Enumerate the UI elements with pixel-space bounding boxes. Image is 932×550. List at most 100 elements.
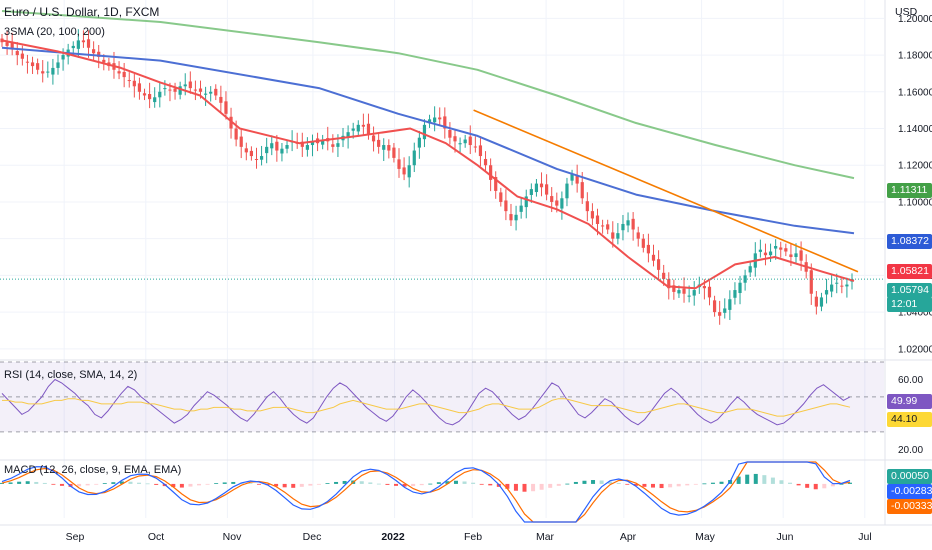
candle-body	[5, 42, 9, 46]
macd-histogram-bar	[128, 481, 133, 484]
macd-histogram-bar	[179, 483, 184, 488]
candle-body	[494, 176, 498, 191]
candle-body	[310, 141, 315, 146]
macd-histogram-bar	[702, 483, 707, 485]
candle-body	[499, 192, 503, 202]
trendline	[473, 109, 859, 273]
candle-body	[265, 146, 269, 154]
candle-body	[97, 51, 101, 57]
candle-body	[560, 198, 564, 209]
candle-body	[71, 45, 75, 49]
macd-histogram-bar	[214, 483, 219, 484]
candle-body	[809, 270, 813, 294]
candle-body	[244, 148, 248, 153]
macd-histogram-bar	[334, 481, 339, 484]
sma100-line	[1, 46, 855, 235]
candle-body	[514, 214, 518, 221]
macd-histogram-bar	[188, 483, 193, 487]
candle-body	[270, 143, 274, 149]
candle-body	[636, 232, 640, 239]
macd-histogram-bar	[813, 483, 818, 490]
price-tick-label: 1.04000	[898, 308, 932, 319]
candle-body	[473, 146, 477, 148]
candle-body	[794, 253, 798, 258]
candle-body	[835, 282, 839, 284]
candle-body	[768, 251, 773, 256]
candle-body	[422, 124, 427, 140]
candle-body	[219, 96, 223, 103]
macd-histogram-bar	[308, 483, 313, 486]
price-tick-label: 1.14000	[898, 124, 932, 135]
macd-histogram-bar	[565, 483, 570, 485]
candle-body	[606, 224, 610, 230]
macd-histogram-bar	[248, 483, 253, 484]
time-tick-label: Nov	[223, 531, 242, 543]
macd-histogram-bar	[625, 483, 630, 485]
candle-body	[580, 182, 584, 199]
signal-value-tag: -0.00333	[887, 499, 932, 514]
macd-histogram-bar	[659, 483, 664, 489]
candle-body	[631, 218, 635, 230]
candle-body	[41, 71, 45, 74]
macd-histogram-bar	[428, 483, 433, 485]
candle-body	[92, 49, 96, 54]
macd-histogram-bar	[710, 482, 715, 484]
macd-histogram-bar	[256, 483, 261, 485]
macd-histogram-bar	[316, 483, 321, 485]
price-tick-label: 1.20000	[898, 14, 932, 25]
time-tick-label: Mar	[536, 531, 555, 543]
macd-histogram-bar	[17, 481, 22, 484]
rsi-pane[interactable]	[0, 361, 884, 433]
candle-body	[198, 88, 203, 92]
time-tick-label: Jun	[777, 531, 794, 543]
macd-pane[interactable]	[0, 461, 852, 523]
candle-body	[300, 141, 304, 147]
price-grid	[0, 0, 932, 526]
macd-histogram-bar	[479, 483, 484, 485]
candle-body	[285, 145, 289, 149]
macd-histogram-bar	[394, 483, 399, 486]
time-tick-label: Sep	[66, 531, 85, 543]
candle-body	[784, 248, 788, 252]
candle-body	[448, 129, 452, 138]
macd-histogram-bar	[342, 480, 347, 484]
candle-body	[356, 124, 360, 132]
macd-histogram-bar	[368, 482, 373, 484]
candle-body	[397, 159, 401, 169]
candle-body	[621, 223, 625, 231]
candle-body	[662, 272, 666, 280]
candle-body	[229, 116, 233, 129]
candle-body	[275, 141, 279, 151]
candle-body	[774, 246, 778, 249]
macd-histogram-bar	[822, 483, 827, 489]
candle-body	[789, 254, 793, 258]
candle-body	[463, 139, 467, 144]
macd-histogram-bar	[231, 481, 236, 484]
candle-body	[259, 156, 264, 160]
candle-body	[178, 86, 182, 95]
price-tick-label: 1.10000	[898, 197, 932, 208]
macd-histogram-bar	[830, 483, 835, 487]
candle-body	[453, 136, 457, 142]
candle-body	[239, 136, 243, 147]
candle-body	[148, 93, 152, 100]
macd-histogram-bar	[693, 483, 698, 485]
macd-histogram-bar	[385, 483, 390, 485]
price-pane[interactable]	[0, 10, 884, 325]
macd-histogram-bar	[59, 483, 64, 486]
candle-body	[738, 282, 742, 294]
candle-body	[575, 175, 579, 184]
price-tick-label: 1.02000	[898, 344, 932, 355]
macd-histogram-bar	[591, 480, 596, 484]
currency-label: USD	[895, 6, 918, 18]
macd-histogram-bar	[668, 483, 673, 488]
macd-histogram-bar	[848, 482, 852, 484]
candle-body	[478, 145, 483, 157]
candle-body	[427, 119, 432, 124]
macd-histogram-bar	[411, 483, 416, 487]
candle-body	[570, 174, 574, 181]
macd-histogram-bar	[633, 483, 638, 486]
candle-body	[417, 137, 421, 148]
macd-histogram-bar	[573, 481, 578, 484]
